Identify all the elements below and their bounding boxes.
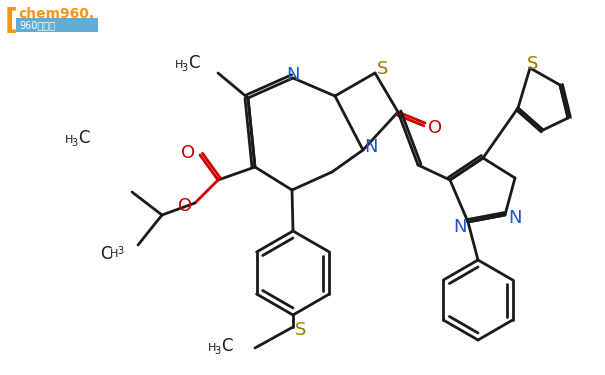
Text: O: O: [178, 197, 192, 215]
Text: 3: 3: [117, 246, 123, 256]
Text: O: O: [428, 119, 442, 137]
Text: C: C: [78, 129, 90, 147]
Text: N: N: [286, 66, 299, 84]
Text: H: H: [110, 249, 119, 259]
Text: S: S: [528, 55, 538, 73]
Text: H: H: [208, 343, 217, 353]
Text: H: H: [175, 60, 183, 70]
Text: 960化工网: 960化工网: [19, 20, 55, 30]
Text: 3: 3: [181, 63, 187, 73]
Text: 3: 3: [71, 138, 77, 148]
Text: chem960.: chem960.: [18, 7, 94, 21]
Text: C: C: [188, 54, 200, 72]
Text: N: N: [453, 218, 466, 236]
Text: N: N: [508, 209, 522, 227]
Text: N: N: [364, 138, 378, 156]
FancyBboxPatch shape: [16, 18, 98, 32]
Text: H: H: [65, 135, 73, 145]
Text: [: [: [5, 7, 18, 35]
Text: S: S: [295, 321, 307, 339]
Text: C: C: [100, 245, 111, 263]
Text: O: O: [181, 144, 195, 162]
Text: 3: 3: [214, 346, 220, 356]
Text: S: S: [378, 60, 388, 78]
Text: C: C: [221, 337, 232, 355]
